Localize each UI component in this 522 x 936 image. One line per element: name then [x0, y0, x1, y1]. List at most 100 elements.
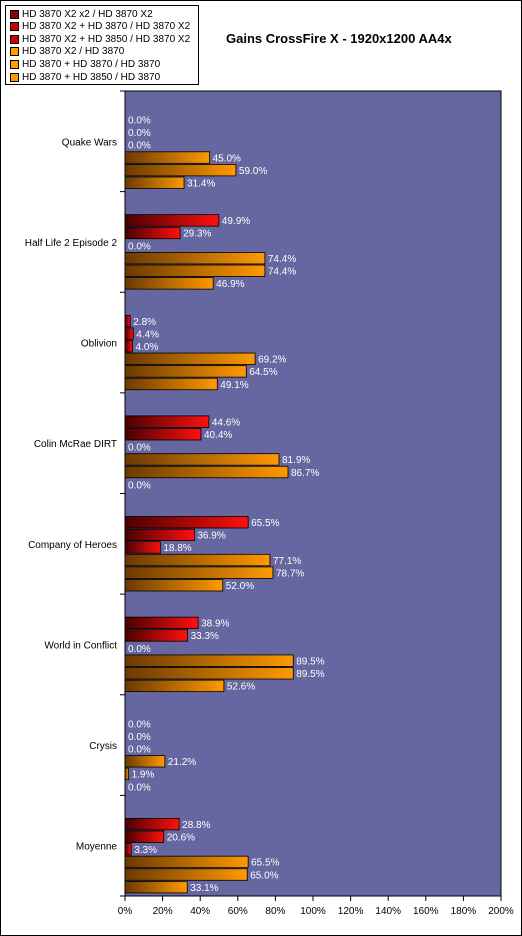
- bar: [124, 314, 131, 328]
- bar: [124, 176, 185, 189]
- bar: [124, 843, 132, 856]
- category-label: Company of Heroes: [28, 540, 117, 551]
- data-label: 1.9%: [132, 770, 155, 781]
- data-label: 77.1%: [273, 556, 301, 567]
- data-label: 33.3%: [191, 631, 219, 642]
- bar: [124, 528, 195, 541]
- data-label: 0.0%: [128, 719, 151, 730]
- bar: [124, 226, 181, 240]
- data-label: 0.0%: [128, 644, 151, 655]
- bar: [124, 767, 129, 781]
- bar: [124, 579, 224, 592]
- legend-label: HD 3870 + HD 3870 / HD 3870: [22, 58, 161, 70]
- data-label: 33.1%: [190, 883, 218, 894]
- bar: [124, 365, 247, 378]
- category-label: Crysis: [89, 741, 117, 752]
- bar: [124, 264, 266, 277]
- bar: [124, 679, 225, 693]
- data-label: 65.0%: [250, 870, 278, 881]
- data-label: 0.0%: [128, 141, 151, 152]
- data-label: 0.0%: [128, 128, 151, 139]
- legend-item: HD 3870 X2 / HD 3870: [10, 46, 124, 58]
- legend-swatch: [10, 34, 19, 44]
- data-label: 69.2%: [258, 355, 286, 366]
- data-label: 52.6%: [227, 682, 255, 693]
- bar: [124, 163, 237, 177]
- x-tick-label: 200%: [488, 906, 514, 917]
- legend-item: HD 3870 + HD 3850 / HD 3870: [10, 71, 160, 83]
- bar: [124, 428, 202, 441]
- data-label: 38.9%: [201, 619, 229, 630]
- bar: [124, 453, 280, 466]
- legend-label: HD 3870 + HD 3850 / HD 3870: [22, 71, 161, 83]
- data-label: 65.5%: [251, 858, 279, 869]
- data-label: 46.9%: [216, 279, 244, 290]
- legend-item: HD 3870 + HD 3870 / HD 3870: [10, 58, 160, 70]
- data-label: 4.0%: [136, 342, 159, 353]
- category-label: Quake Wars: [62, 137, 117, 148]
- bar: [124, 830, 165, 843]
- legend-label: HD 3870 X2 + HD 3870 / HD 3870 X2: [22, 21, 191, 33]
- bar: [124, 352, 256, 365]
- data-label: 28.8%: [182, 820, 210, 831]
- legend-swatch: [10, 72, 19, 82]
- data-label: 74.4%: [268, 254, 296, 265]
- data-label: 2.8%: [133, 317, 156, 328]
- category-label: Moyenne: [76, 842, 118, 853]
- legend-item: HD 3870 X2 + HD 3870 / HD 3870 X2: [10, 21, 190, 33]
- data-label: 0.0%: [128, 116, 151, 127]
- bar: [124, 252, 266, 265]
- data-label: 49.1%: [220, 380, 248, 391]
- data-label: 44.6%: [212, 417, 240, 428]
- legend: HD 3870 X2 x2 / HD 3870 X2 HD 3870 X2 + H…: [5, 5, 199, 85]
- bar: [124, 755, 166, 768]
- bar: [124, 868, 248, 881]
- x-tick-label: 100%: [300, 906, 326, 917]
- data-label: 0.0%: [128, 732, 151, 743]
- x-tick-label: 120%: [338, 906, 364, 917]
- category-label: Oblivion: [81, 339, 117, 350]
- data-label: 89.5%: [296, 669, 324, 680]
- x-tick-label: 0%: [118, 906, 133, 917]
- x-tick-label: 40%: [190, 906, 210, 917]
- bar: [124, 553, 271, 567]
- data-label: 20.6%: [167, 832, 195, 843]
- data-label: 29.3%: [183, 229, 211, 240]
- data-label: 40.4%: [204, 430, 232, 441]
- data-label: 0.0%: [128, 241, 151, 252]
- bar: [124, 616, 199, 630]
- x-tick-label: 180%: [451, 906, 477, 917]
- bar: [124, 465, 289, 479]
- plot-area: [124, 90, 502, 897]
- bar: [124, 667, 294, 680]
- x-tick-label: 60%: [228, 906, 248, 917]
- bar: [124, 377, 218, 391]
- bar: [124, 415, 210, 428]
- data-label: 0.0%: [128, 782, 151, 793]
- category-label: World in Conflict: [44, 640, 117, 651]
- legend-swatch: [10, 59, 19, 69]
- x-tick-label: 20%: [153, 906, 173, 917]
- legend-label: HD 3870 X2 x2 / HD 3870 X2: [22, 8, 153, 20]
- data-label: 0.0%: [128, 480, 151, 491]
- legend-label: HD 3870 X2 + HD 3850 / HD 3870 X2: [22, 33, 191, 45]
- bar: [124, 151, 210, 164]
- bar: [124, 880, 188, 894]
- bar: [124, 327, 134, 340]
- bar: [124, 340, 133, 353]
- category-label: Colin McRae DIRT: [34, 439, 117, 450]
- bar: [124, 214, 220, 227]
- data-label: 21.2%: [168, 757, 196, 768]
- data-label: 64.5%: [249, 367, 277, 378]
- data-label: 45.0%: [213, 153, 241, 164]
- data-label: 49.9%: [222, 216, 250, 227]
- data-label: 36.9%: [197, 531, 225, 542]
- x-tick-label: 160%: [413, 906, 439, 917]
- data-label: 89.5%: [296, 656, 324, 667]
- legend-item: HD 3870 X2 + HD 3850 / HD 3870 X2: [10, 33, 190, 45]
- category-label: Half Life 2 Episode 2: [25, 238, 118, 249]
- data-label: 18.8%: [163, 543, 191, 554]
- data-label: 78.7%: [276, 568, 304, 579]
